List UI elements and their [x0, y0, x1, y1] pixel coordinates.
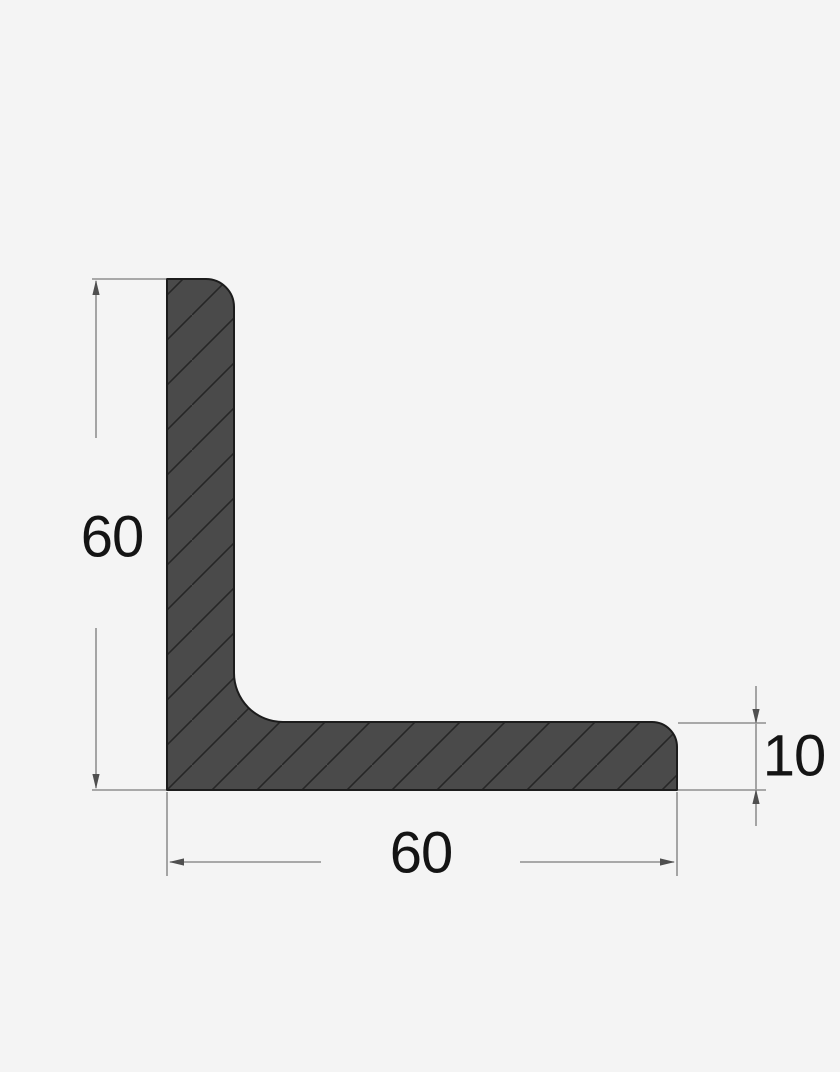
dimension-arrowhead-up: [752, 789, 760, 804]
dim-label-leg-height: 60: [81, 505, 144, 570]
dimension-arrowhead-down: [752, 709, 760, 724]
l-angle-section-shape: [166, 278, 678, 791]
dim-label-leg-width: 60: [390, 821, 453, 886]
dimension-lines-and-arrows: [92, 278, 766, 876]
dimension-arrowhead-up: [92, 280, 100, 295]
dimension-arrowhead-left: [169, 858, 184, 866]
dimension-arrowhead-down: [92, 774, 100, 789]
dim-label-thickness: 10: [763, 724, 826, 789]
dimension-arrowhead-right: [660, 858, 675, 866]
